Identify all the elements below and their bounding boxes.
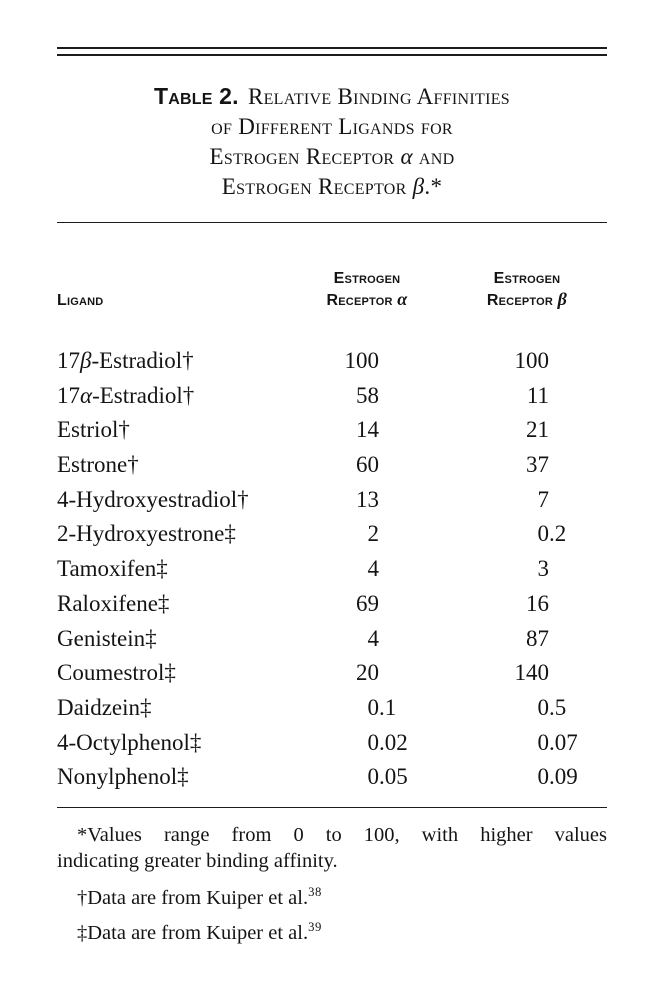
er-beta-value: 140: [514, 660, 550, 686]
er-beta-value: 11: [526, 382, 549, 408]
er-alpha-value: 13: [356, 486, 379, 512]
table-row: Daidzein‡ 0.1 0.5: [57, 691, 607, 726]
table-row: 4-Hydroxyestradiol† 13 7: [57, 483, 607, 518]
footnote-values-range: *Values range from 0 to 100, with higher…: [57, 822, 607, 874]
footnote-line: indicating greater binding affinity.: [57, 850, 338, 872]
column-header-er-alpha: Estrogen Receptor α: [287, 268, 447, 312]
title-line: Estrogen Receptor α and: [209, 144, 455, 169]
footnote-text: ‡Data are from Kuiper et al.: [77, 922, 309, 944]
header-line: Estrogen: [333, 270, 401, 287]
table-row: Nonylphenol‡ 0.05 0.09: [57, 760, 607, 795]
er-alpha-value: 0.1: [367, 694, 397, 720]
ligand-name: 17α-Estradiol†: [57, 382, 195, 408]
column-header-er-beta: Estrogen Receptor β: [447, 268, 607, 312]
table-number-label: Table 2.: [153, 83, 239, 109]
footnote-dagger: †Data are from Kuiper et al.38: [57, 885, 607, 911]
header-line: Receptor α: [326, 289, 408, 309]
er-beta-value: 21: [526, 417, 549, 443]
table-row: 17α-Estradiol† 58 11: [57, 379, 607, 414]
er-beta-value: 7: [537, 486, 550, 512]
er-beta-value: 0.5: [537, 694, 567, 720]
title-text: Relative Binding Affinities: [247, 84, 510, 109]
er-alpha-value: 2: [367, 521, 380, 547]
table-row: 17β-Estradiol† 100 100: [57, 344, 607, 379]
er-beta-value: 37: [526, 452, 549, 478]
er-alpha-value: 14: [356, 417, 379, 443]
ligand-name: 4-Hydroxyestradiol†: [57, 486, 249, 512]
table-row: Raloxifene‡ 69 16: [57, 587, 607, 622]
footnote-line: *Values range from 0 to 100, with higher…: [77, 824, 607, 846]
ligand-name: Daidzein‡: [57, 694, 152, 720]
table-row: Estrone† 60 37: [57, 448, 607, 483]
title-line: Table 2. Relative Binding Affinities: [47, 81, 617, 112]
ligand-name: Tamoxifen‡: [57, 556, 168, 582]
ligand-name: Nonylphenol‡: [57, 764, 189, 790]
table-header-row: Ligand Estrogen Receptor α Estrogen Rece…: [57, 268, 607, 312]
reference-number: 38: [308, 885, 322, 900]
footnote-text: †Data are from Kuiper et al.: [77, 887, 309, 909]
er-alpha-value: 0.05: [367, 764, 408, 790]
table-row: 2-Hydroxyestrone‡ 2 0.2: [57, 517, 607, 552]
er-alpha-value: 4: [367, 556, 380, 582]
table-bottom-rule: [57, 807, 607, 808]
ligand-name: Estriol†: [57, 417, 130, 443]
table-body: 17β-Estradiol† 100 100 17α-Estradiol† 58…: [57, 344, 607, 795]
er-beta-value: 0.2: [537, 521, 567, 547]
er-beta-value: 16: [526, 590, 549, 616]
reference-number: 39: [308, 920, 322, 935]
table-row: Tamoxifen‡ 4 3: [57, 552, 607, 587]
er-alpha-value: 69: [356, 590, 379, 616]
table-top-double-rule: [57, 47, 607, 56]
er-alpha-value: 20: [356, 660, 379, 686]
table-title: Table 2. Relative Binding Affinities of D…: [47, 81, 617, 202]
header-line: Receptor β: [486, 289, 568, 309]
ligand-name: 17β-Estradiol†: [57, 348, 194, 373]
er-beta-value: 3: [537, 556, 550, 582]
column-header-ligand: Ligand: [57, 292, 104, 309]
ligand-name: 2-Hydroxyestrone‡: [57, 521, 236, 547]
er-alpha-value: 4: [367, 625, 380, 651]
header-line: Estrogen: [493, 270, 561, 287]
er-alpha-value: 60: [356, 452, 379, 478]
ligand-name: 4-Octylphenol‡: [57, 729, 202, 755]
er-alpha-value: 0.02: [367, 729, 408, 755]
er-beta-value: 87: [526, 625, 549, 651]
header-separator-rule: [57, 222, 607, 223]
ligand-name: Raloxifene‡: [57, 590, 170, 616]
ligand-name: Coumestrol‡: [57, 660, 176, 686]
table-row: 4-Octylphenol‡ 0.02 0.07: [57, 726, 607, 761]
table-row: Coumestrol‡ 20 140: [57, 656, 607, 691]
er-beta-value: 100: [514, 348, 550, 373]
ligand-name: Genistein‡: [57, 625, 157, 651]
er-beta-value: 0.07: [537, 729, 578, 755]
table-row: Estriol† 14 21: [57, 413, 607, 448]
table-row: Genistein‡ 4 87: [57, 622, 607, 657]
er-alpha-value: 100: [344, 348, 380, 373]
er-alpha-value: 58: [356, 382, 379, 408]
ligand-name: Estrone†: [57, 452, 139, 478]
title-line: Estrogen Receptor β.*: [221, 174, 443, 199]
footnotes: *Values range from 0 to 100, with higher…: [57, 822, 607, 946]
title-line: of Different Ligands for: [211, 114, 453, 139]
footnote-double-dagger: ‡Data are from Kuiper et al.39: [57, 920, 607, 946]
er-beta-value: 0.09: [537, 764, 578, 790]
